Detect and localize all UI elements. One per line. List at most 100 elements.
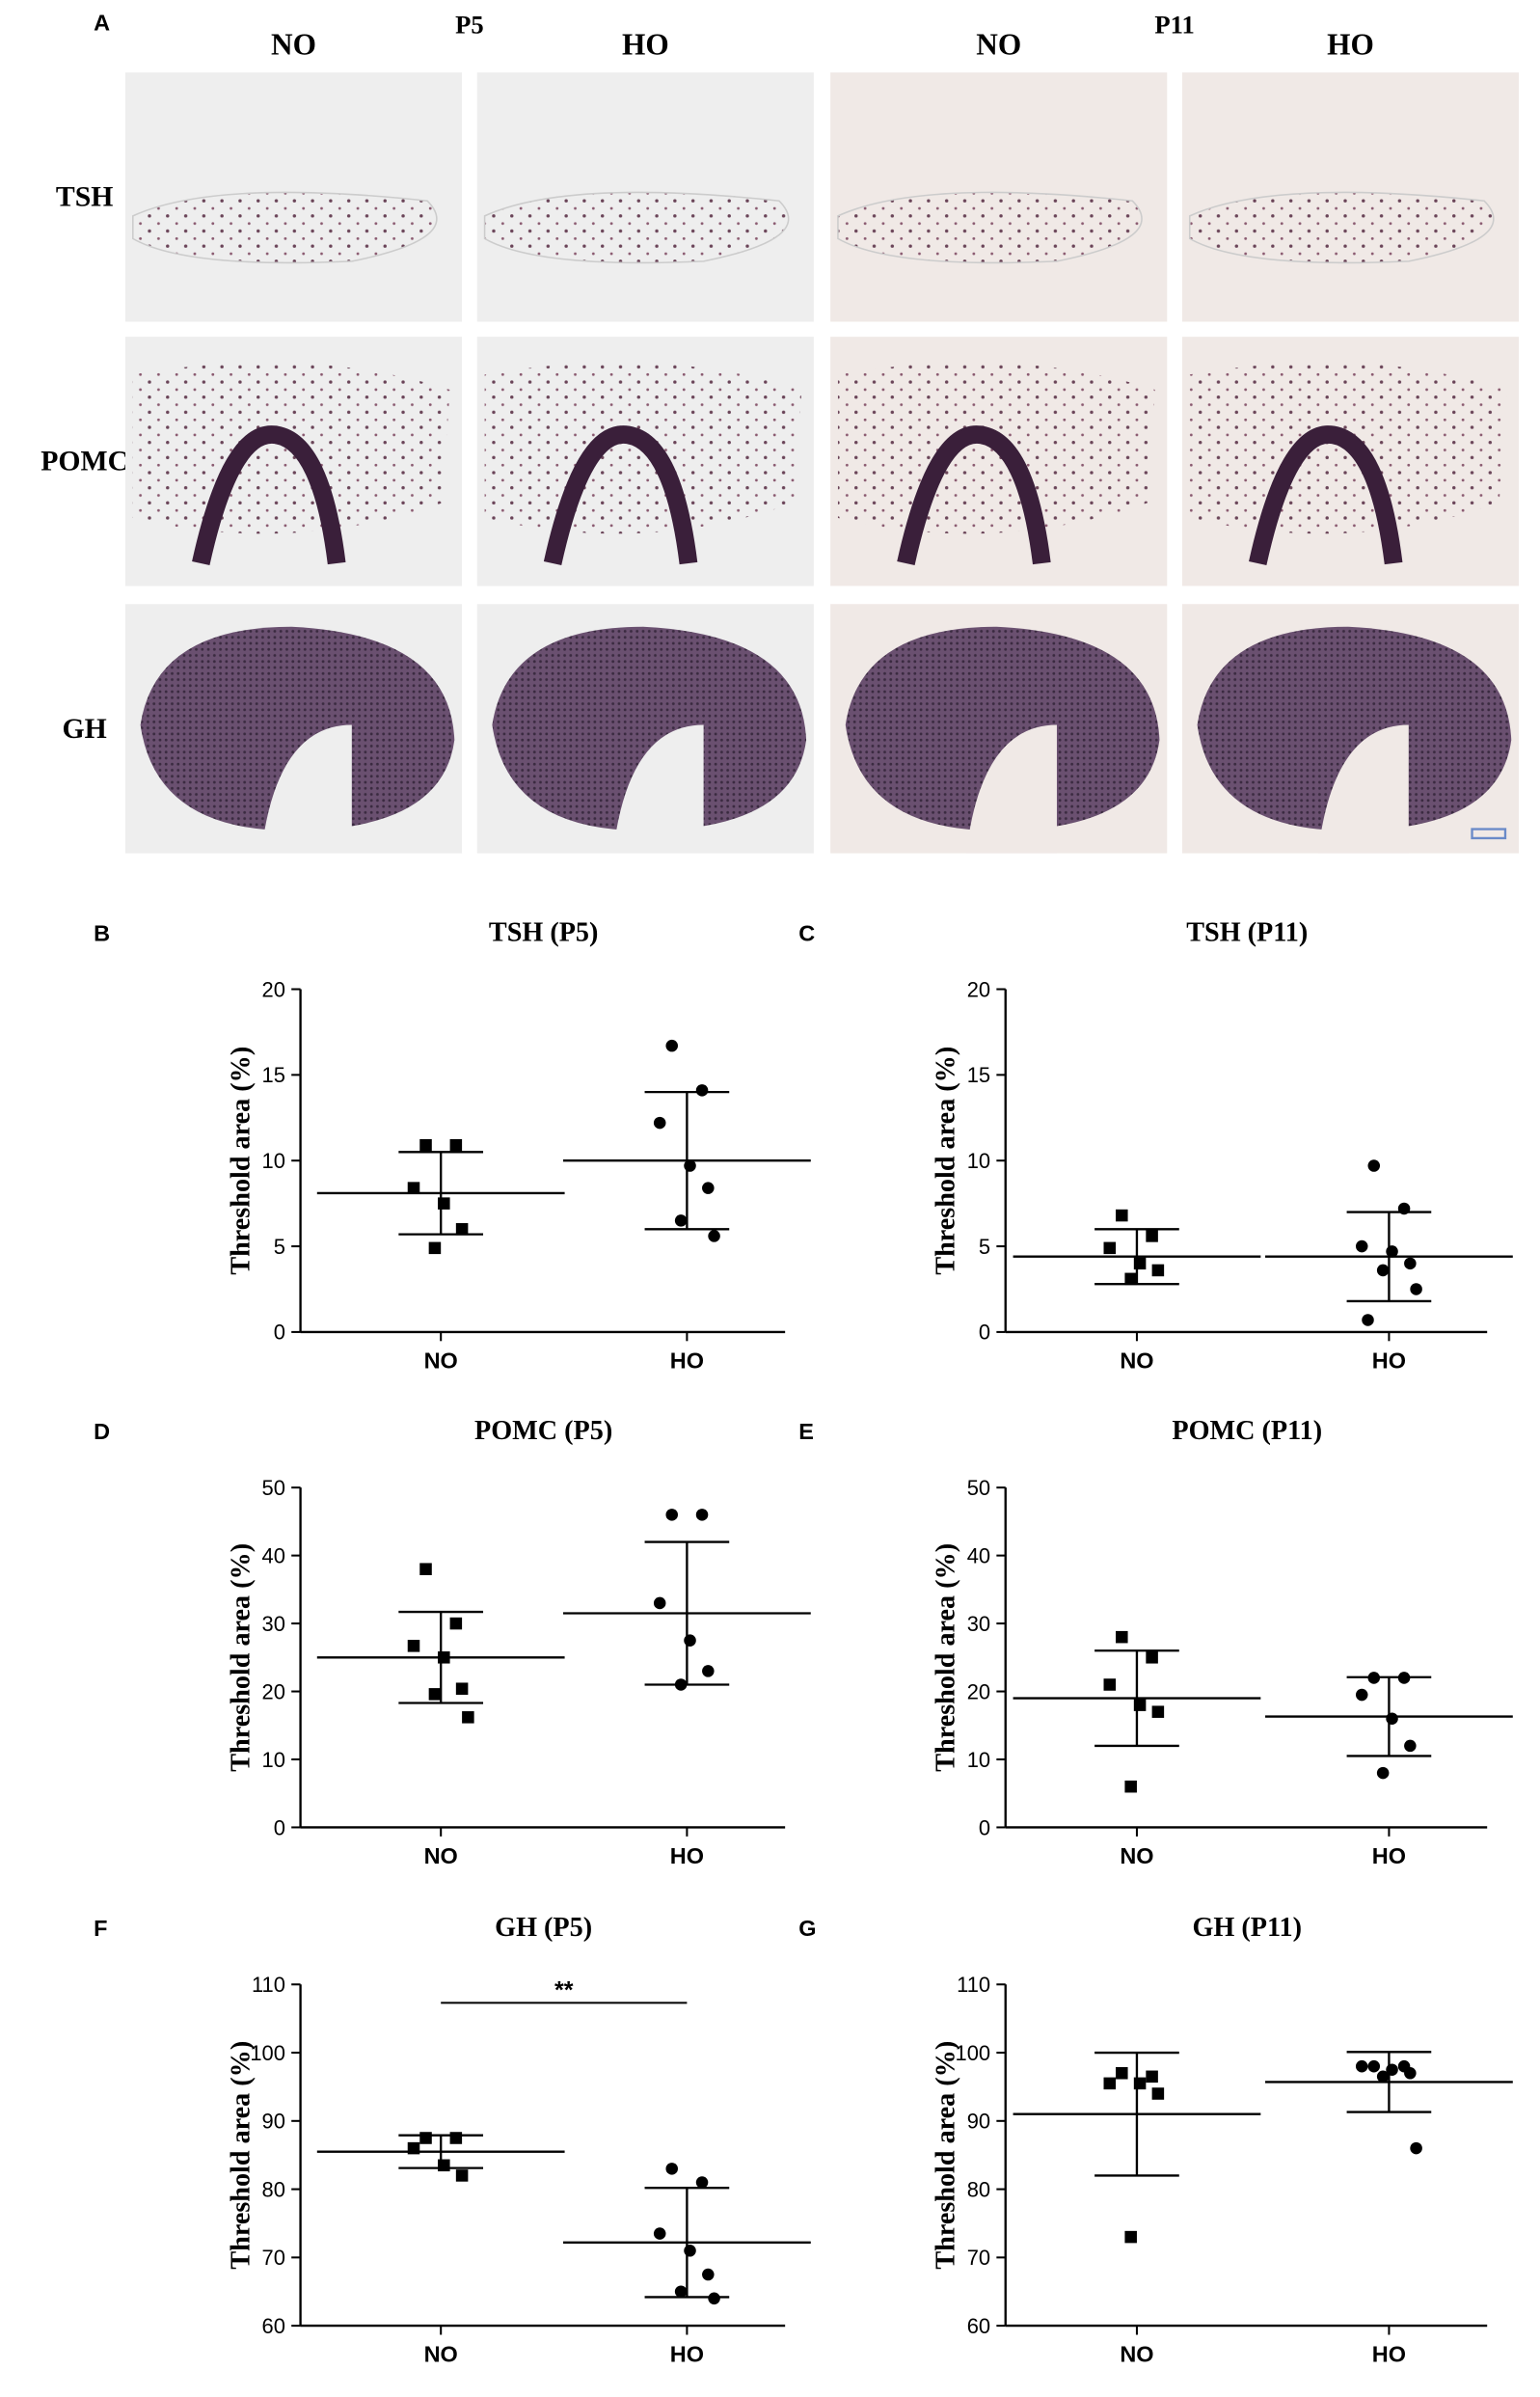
data-point xyxy=(653,1596,666,1610)
y-tick-label: 80 xyxy=(262,2177,285,2201)
row-label: POMC xyxy=(41,446,128,477)
y-axis-label: Threshold area (%) xyxy=(226,2041,256,2270)
data-point xyxy=(1103,2077,1117,2090)
data-point xyxy=(702,1182,715,1194)
chart: G GH (P11) Threshold area (%) 60 70 80 90 100 11… xyxy=(798,1913,1513,2367)
tissue xyxy=(845,626,1160,831)
data-point xyxy=(708,2292,720,2305)
y-tick-label: 100 xyxy=(250,2041,285,2065)
x-tick-label: HO xyxy=(1372,2342,1406,2367)
data-point xyxy=(1103,1678,1117,1691)
data-point xyxy=(407,2141,420,2155)
chart: F GH (P5) Threshold area (%) 60 70 80 90 100 110… xyxy=(94,1913,811,2367)
y-tick-label: 40 xyxy=(262,1543,285,1567)
y-tick-label: 50 xyxy=(262,1476,285,1500)
data-point xyxy=(695,1084,709,1097)
data-point xyxy=(449,2132,463,2144)
group-label: P11 xyxy=(1154,10,1194,39)
data-point xyxy=(1355,1688,1368,1702)
y-tick-label: 10 xyxy=(262,1149,285,1173)
y-tick-label: 20 xyxy=(967,977,990,1001)
x-tick-label: HO xyxy=(670,2342,704,2367)
data-point xyxy=(1367,1159,1381,1172)
y-tick-label: 0 xyxy=(979,1815,990,1839)
data-point xyxy=(455,1223,469,1236)
x-tick-label: NO xyxy=(1120,1348,1153,1373)
row-label: GH xyxy=(63,713,107,745)
data-point xyxy=(653,2227,666,2240)
column-label: HO xyxy=(622,27,669,61)
data-point xyxy=(674,2285,688,2298)
intermediate-lobe xyxy=(897,425,1051,566)
scale-bar xyxy=(1471,828,1507,840)
data-point xyxy=(695,1509,709,1521)
column-label: NO xyxy=(271,27,316,61)
data-point xyxy=(665,1509,678,1521)
tissue xyxy=(837,191,1143,264)
data-point xyxy=(665,1039,678,1052)
data-point xyxy=(455,1682,469,1695)
data-point xyxy=(1376,2070,1390,2084)
data-point xyxy=(1146,1651,1158,1664)
tissue xyxy=(1197,626,1512,831)
data-point xyxy=(702,2268,715,2281)
chart: D POMC (P5) Threshold area (%) 0 10 20 30 40 50 N… xyxy=(94,1416,811,1868)
data-point xyxy=(449,1617,463,1630)
y-tick-label: 0 xyxy=(274,1815,285,1839)
chart-title: GH (P11) xyxy=(1193,1913,1302,1943)
y-axis-label: Threshold area (%) xyxy=(226,1543,256,1772)
x-tick-label: NO xyxy=(1120,2342,1153,2367)
data-point xyxy=(1116,2067,1128,2080)
data-point xyxy=(1124,2230,1137,2244)
data-point xyxy=(684,1159,696,1172)
data-point xyxy=(1386,1712,1398,1725)
y-axis-label: Threshold area (%) xyxy=(932,1543,961,1772)
chart: E POMC (P11) Threshold area (%) 0 10 20 30 40 50… xyxy=(798,1416,1513,1868)
data-point xyxy=(1151,2087,1165,2100)
y-tick-label: 100 xyxy=(956,2041,991,2065)
y-tick-label: 10 xyxy=(262,1748,285,1772)
data-point xyxy=(1133,2077,1147,2090)
data-point xyxy=(1397,1672,1411,1684)
y-tick-label: 0 xyxy=(274,1321,285,1345)
data-point xyxy=(1146,2070,1158,2084)
data-point xyxy=(1133,1257,1147,1270)
data-point xyxy=(428,1241,442,1255)
y-tick-label: 20 xyxy=(262,977,285,1001)
data-point xyxy=(428,1688,442,1701)
data-point xyxy=(455,2169,469,2182)
chart: C TSH (P11) Threshold area (%) 0 5 10 15 20 NO HO xyxy=(798,917,1513,1373)
tissue xyxy=(492,626,807,831)
data-point xyxy=(1404,2067,1417,2080)
data-point xyxy=(407,1640,420,1652)
y-axis-label: Threshold area (%) xyxy=(226,1047,256,1275)
y-tick-label: 5 xyxy=(979,1235,990,1259)
y-tick-label: 20 xyxy=(262,1679,285,1703)
cleft xyxy=(966,724,1057,854)
data-point xyxy=(1410,1283,1422,1295)
chart-title: POMC (P11) xyxy=(1172,1416,1322,1446)
data-point xyxy=(695,2176,709,2189)
data-point xyxy=(702,1665,715,1677)
cleft xyxy=(260,724,352,854)
y-tick-label: 110 xyxy=(957,1973,990,1997)
y-tick-label: 10 xyxy=(967,1149,990,1173)
intermediate-lobe xyxy=(543,425,698,566)
data-point xyxy=(438,2159,450,2172)
cleft xyxy=(1317,724,1409,854)
chart-title: TSH (P11) xyxy=(1186,917,1308,947)
data-point xyxy=(449,1138,463,1152)
data-point xyxy=(1124,1780,1137,1793)
cleft xyxy=(612,724,704,854)
data-point xyxy=(1376,1766,1390,1780)
column-label: HO xyxy=(1327,27,1374,61)
panel-label: B xyxy=(94,920,110,945)
tissue xyxy=(483,191,790,264)
data-point xyxy=(1367,1672,1381,1684)
data-point xyxy=(1116,1209,1128,1222)
y-tick-label: 40 xyxy=(967,1543,990,1567)
y-tick-label: 15 xyxy=(967,1063,990,1087)
data-point xyxy=(1355,2059,1368,2073)
data-point xyxy=(1404,1257,1417,1270)
